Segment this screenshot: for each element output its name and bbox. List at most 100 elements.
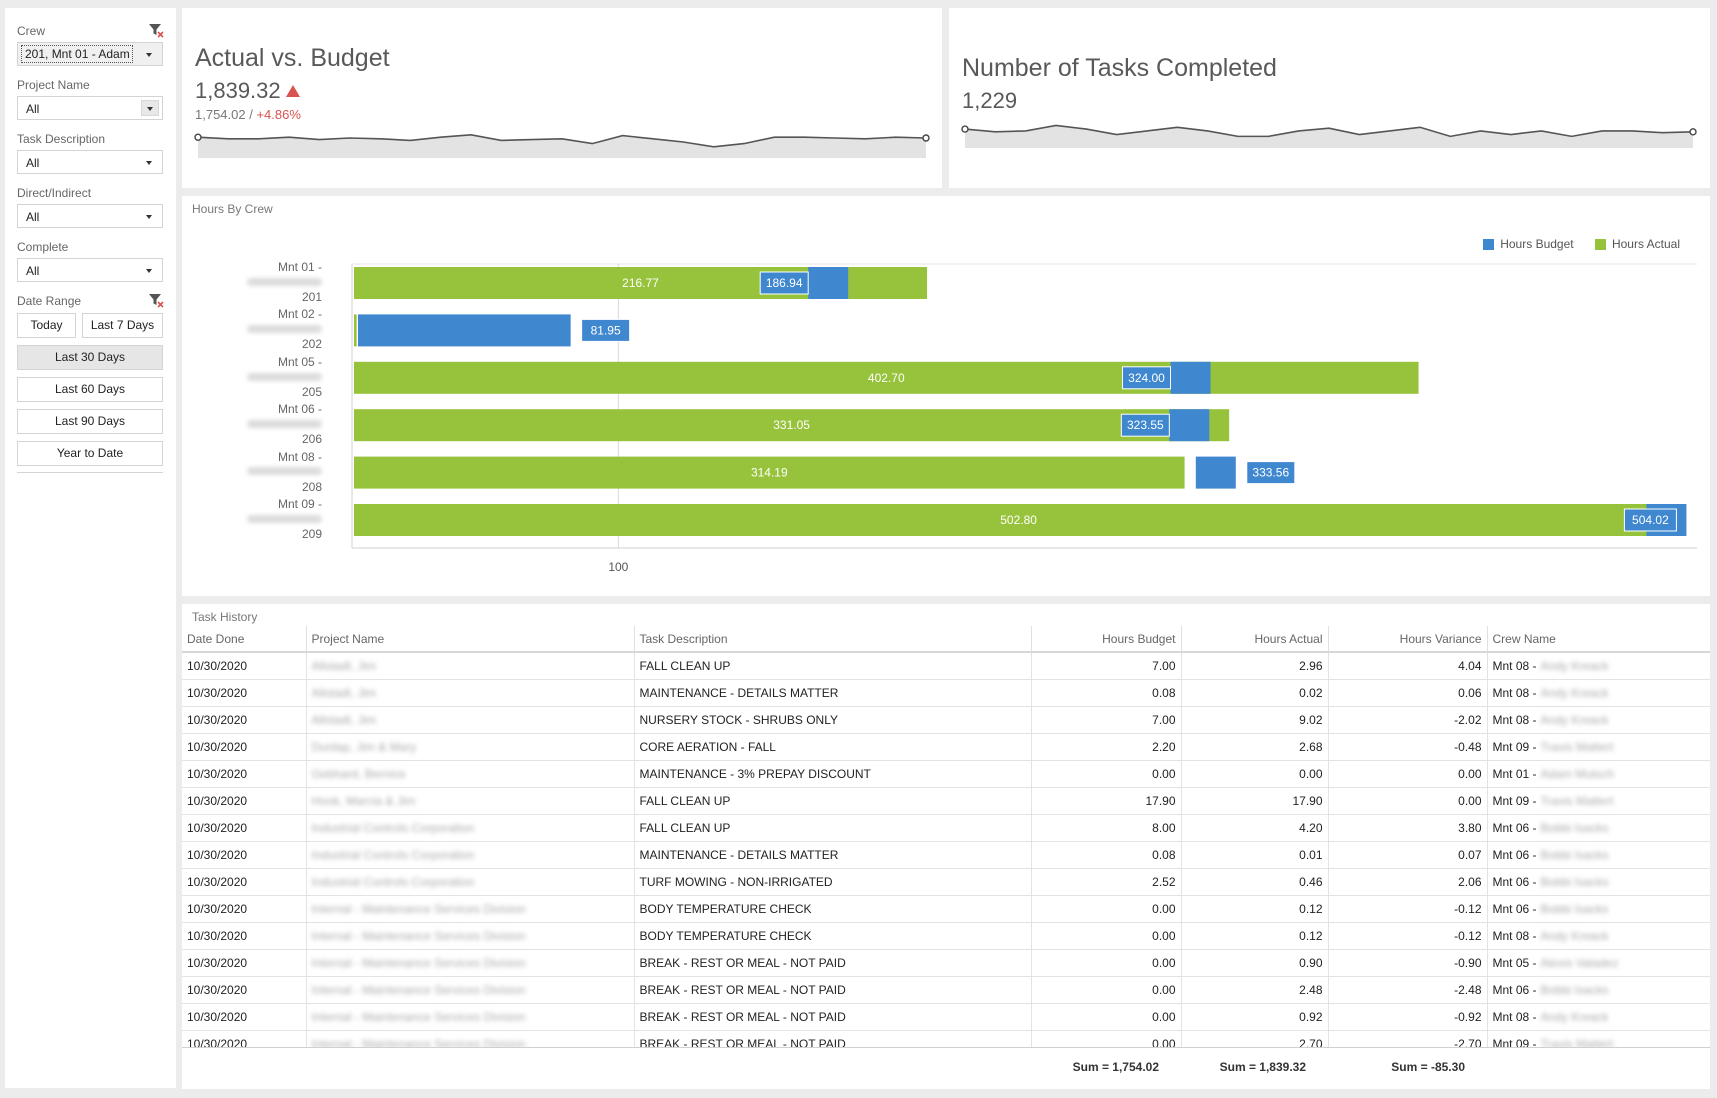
table-row[interactable]: 10/30/2020 Dunlap, Jim & Mary CORE AERATIO… [182,733,1710,761]
up-arrow-icon [285,85,300,97]
cell-date-done: 10/30/2020 [182,949,307,977]
col-task-description[interactable]: Task Description [634,626,1032,653]
project-select[interactable]: All [17,96,163,120]
category-number: 205 [301,384,322,399]
table-row[interactable]: 10/30/2020 Internal - Maintenance Service… [182,1030,1710,1047]
cell-hours-budget: 0.00 [1031,976,1182,1004]
cell-task-description: FALL CLEAN UP [634,652,1032,680]
crew-code: Mnt 08 - [1492,712,1537,727]
cell-task-description: FALL CLEAN UP [634,814,1032,842]
table-row[interactable]: 10/30/2020 Allstadt, Jim NURSERY STOCK - S… [182,706,1710,734]
cell-hours-actual: 2.68 [1181,733,1329,761]
table-caption: Task History [192,610,258,624]
bar-label-budget: 186.94 [766,276,803,290]
cell-crew-name: Mnt 06 - Bobbi Isacks [1487,868,1710,896]
chevron-down-icon [146,269,152,273]
project-name-text: Internal - Maintenance Services Division [311,982,526,997]
cell-hours-budget: 0.00 [1031,1030,1182,1047]
project-name-text: Internal - Maintenance Services Division [311,1009,526,1024]
table-row[interactable]: 10/30/2020 Industrial Controls Corporatio… [182,868,1710,896]
redacted-name [247,467,322,476]
crew-code: Mnt 08 - [1492,928,1537,943]
year-to-date-button[interactable]: Year to Date [17,441,163,466]
cell-crew-name: Mnt 06 - Bobbi Isacks [1487,976,1710,1004]
bar-label-actual: 314.19 [751,466,788,480]
table-row[interactable]: 10/30/2020 Gebhard, Bernice MAINTENANCE - … [182,760,1710,788]
table-row[interactable]: 10/30/2020 Internal - Maintenance Service… [182,949,1710,977]
category-crew: Mnt 02 - [277,307,322,322]
clear-filter-icon[interactable] [148,292,164,308]
crew-select[interactable]: 201, Mnt 01 - Adam M [17,42,163,66]
sparkline-area [198,134,926,158]
table-row[interactable]: 10/30/2020 Internal - Maintenance Service… [182,922,1710,950]
cell-project-name: Internal - Maintenance Services Division [306,1003,635,1031]
crew-person: Bobbi Isacks [1540,847,1609,862]
project-name-text: Industrial Controls Corporation [311,874,475,889]
project-name-text: Industrial Controls Corporation [311,820,475,835]
bar-label-budget-box [1120,413,1170,437]
task-history-table: Date Done Project Name Task Description … [182,626,1710,1047]
table-row[interactable]: 10/30/2020 Allstadt, Jim FALL CLEAN UP 7.00… [182,652,1710,680]
bar-hours-budget [808,267,849,299]
last-90-days-button[interactable]: Last 90 Days [17,409,163,434]
col-project-name[interactable]: Project Name [306,626,635,653]
crew-code: Mnt 06 - [1492,982,1537,997]
cell-hours-budget: 0.00 [1031,1003,1182,1031]
crew-person: Bobbi Isacks [1540,820,1609,835]
table-row[interactable]: 10/30/2020 Industrial Controls Corporatio… [182,841,1710,869]
bar-hours-budget [1170,361,1211,394]
col-date-done[interactable]: Date Done [182,626,307,653]
crew-code: Mnt 05 - [1492,955,1537,970]
bar-hours-budget [1195,456,1236,489]
task-select[interactable]: All [17,150,163,174]
table-row[interactable]: 10/30/2020 Internal - Maintenance Service… [182,895,1710,923]
table-row[interactable]: 10/30/2020 Internal - Maintenance Service… [182,976,1710,1004]
sparkline-endpoint [922,134,930,142]
bar-label-budget: 504.02 [1632,513,1669,527]
col-hours-variance[interactable]: Hours Variance [1328,626,1488,653]
bar-label-actual: 402.70 [868,371,905,385]
clear-filter-icon[interactable] [148,22,164,38]
cell-hours-actual: 9.02 [1181,706,1329,734]
redacted-name [247,325,322,334]
cell-hours-variance: 0.00 [1328,787,1488,815]
last-60-days-button[interactable]: Last 60 Days [17,377,163,402]
last-30-days-button[interactable]: Last 30 Days [17,345,163,370]
table-row[interactable]: 10/30/2020 Allstadt, Jim MAINTENANCE - DET… [182,679,1710,707]
today-button[interactable]: Today [17,313,76,338]
dropdown-button-icon[interactable] [141,100,159,116]
table-row[interactable]: 10/30/2020 Industrial Controls Corporatio… [182,814,1710,842]
x-tick-label: 100 [608,560,628,574]
cell-hours-variance: -0.12 [1328,922,1488,950]
cell-project-name: Allstadt, Jim [306,652,635,680]
project-name-text: Internal - Maintenance Services Division [311,1036,526,1048]
col-crew-name[interactable]: Crew Name [1487,626,1710,653]
cell-hours-budget: 7.00 [1031,652,1182,680]
cell-hours-variance: -0.92 [1328,1003,1488,1031]
last-7-days-button[interactable]: Last 7 Days [82,313,163,338]
col-hours-budget[interactable]: Hours Budget [1031,626,1182,653]
cell-hours-budget: 7.00 [1031,706,1182,734]
direct-indirect-select[interactable]: All [17,204,163,228]
cell-hours-actual: 2.70 [1181,1030,1329,1047]
legend-budget: Hours Budget [1483,236,1574,251]
table-row[interactable]: 10/30/2020 Internal - Maintenance Service… [182,1003,1710,1031]
complete-select[interactable]: All [17,258,163,282]
legend-swatch-actual [1594,238,1606,250]
cell-hours-budget: 2.20 [1031,733,1182,761]
cell-hours-variance: 0.06 [1328,679,1488,707]
project-name-text: Internal - Maintenance Services Division [311,901,526,916]
cell-project-name: Industrial Controls Corporation [306,814,635,842]
cell-hours-variance: -2.02 [1328,706,1488,734]
chevron-down-icon [146,215,152,219]
task-select-value: All [26,156,40,170]
cell-crew-name: Mnt 05 - Alexis Valadez [1487,949,1710,977]
project-name-text: Allstadt, Jim [311,712,377,727]
sum-hours-variance: Sum = -85.30 [1391,1060,1465,1074]
bar-label-budget: 333.56 [1252,466,1289,480]
crew-code: Mnt 08 - [1492,685,1537,700]
col-hours-actual[interactable]: Hours Actual [1181,626,1329,653]
category-number: 208 [301,479,322,494]
table-row[interactable]: 10/30/2020 Hook, Marcia & Jim FALL CLEAN U… [182,787,1710,815]
cell-hours-budget: 0.08 [1031,841,1182,869]
